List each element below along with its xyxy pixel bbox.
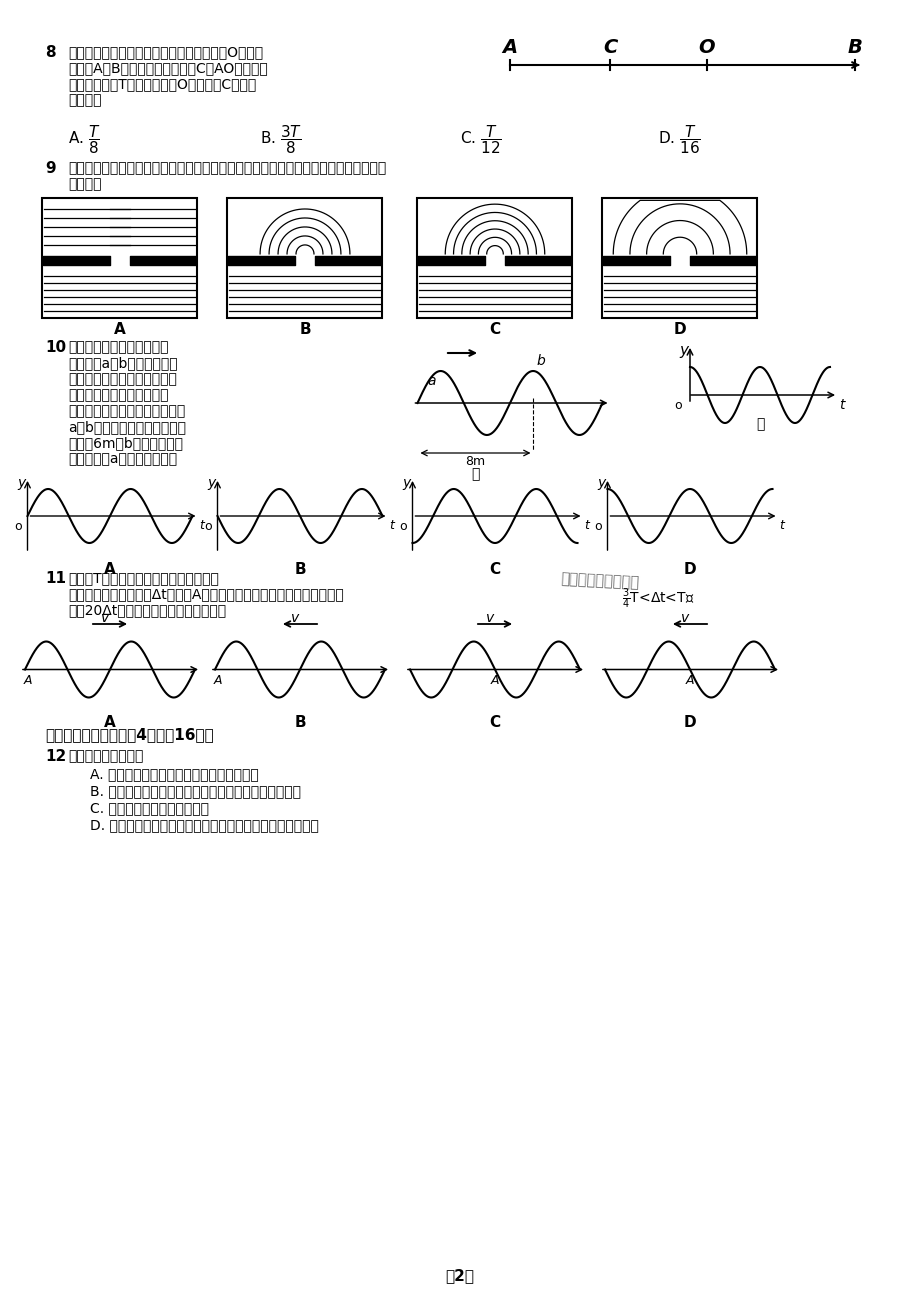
Text: 8: 8 xyxy=(45,46,55,60)
Text: v: v xyxy=(290,611,299,625)
Text: y: y xyxy=(17,477,26,490)
Text: 距离为6m，b点的振动图像: 距离为6m，b点的振动图像 xyxy=(68,436,183,450)
Text: v: v xyxy=(485,611,494,625)
Text: 位置，A、B是两端最大位移处，C为AO中点，已: 位置，A、B是两端最大位移处，C为AO中点，已 xyxy=(68,61,267,76)
Text: 9: 9 xyxy=(45,161,55,176)
Text: A. $\dfrac{T}{8}$: A. $\dfrac{T}{8}$ xyxy=(68,122,100,156)
Text: 下列说法中正确的是: 下列说法中正确的是 xyxy=(68,749,143,763)
Text: 8m: 8m xyxy=(465,454,485,467)
Bar xyxy=(227,198,382,318)
Text: A. 发生多普勒效应时，波源的频率保持不变: A. 发生多普勒效应时，波源的频率保持不变 xyxy=(90,767,258,781)
Text: C. $\dfrac{T}{12}$: C. $\dfrac{T}{12}$ xyxy=(460,122,501,156)
Text: 则在20Δt时刻，该机械波的波形可能为: 则在20Δt时刻，该机械波的波形可能为 xyxy=(68,603,226,617)
Text: B: B xyxy=(294,715,305,730)
Text: 第2页: 第2页 xyxy=(445,1268,474,1282)
Text: 知振动周期为T，则该振子从O点运动到C点的最: 知振动周期为T，则该振子从O点运动到C点的最 xyxy=(68,77,256,91)
Text: 乙: 乙 xyxy=(755,417,764,431)
Text: B: B xyxy=(846,38,861,57)
Text: y: y xyxy=(678,342,687,358)
Text: 二、多项选择题（每题4分，全16分）: 二、多项选择题（每题4分，全16分） xyxy=(45,727,213,742)
Text: 时刻拍照记录的波形如图甲: 时刻拍照记录的波形如图甲 xyxy=(68,388,168,402)
Text: o: o xyxy=(594,519,601,533)
Text: D. $\dfrac{T}{16}$: D. $\dfrac{T}{16}$ xyxy=(657,122,700,156)
Text: C: C xyxy=(489,715,500,730)
Text: 某时候开始作为计时: 某时候开始作为计时 xyxy=(560,572,639,590)
Bar xyxy=(417,198,572,318)
Text: y: y xyxy=(207,477,215,490)
Text: 如图所示，某振子在水平方向做简谐振动，O为平衡: 如图所示，某振子在水平方向做简谐振动，O为平衡 xyxy=(68,46,263,59)
Text: O: O xyxy=(698,38,714,57)
Text: y: y xyxy=(402,477,410,490)
Text: A: A xyxy=(685,674,693,687)
Text: 甲: 甲 xyxy=(471,467,479,480)
Text: 11: 11 xyxy=(45,572,66,586)
Text: C: C xyxy=(489,562,500,577)
Text: D: D xyxy=(673,322,686,337)
Text: A: A xyxy=(104,715,116,730)
Text: 绳子上由a向b传播的机械波: 绳子上由a向b传播的机械波 xyxy=(68,355,177,370)
Text: A: A xyxy=(24,674,32,687)
Text: 短时间为: 短时间为 xyxy=(68,92,101,107)
Text: 所示（图中数据为已知），其中: 所示（图中数据为已知），其中 xyxy=(68,404,185,418)
Text: B. $\dfrac{3T}{8}$: B. $\dfrac{3T}{8}$ xyxy=(260,122,301,156)
Text: B: B xyxy=(299,322,311,337)
Text: C: C xyxy=(602,38,617,57)
Text: o: o xyxy=(204,519,211,533)
Text: 周期为T的一列简谐横波水平方向传播，: 周期为T的一列简谐横波水平方向传播， xyxy=(68,572,219,585)
Text: t: t xyxy=(389,519,394,533)
Text: D: D xyxy=(683,715,696,730)
Text: o: o xyxy=(399,519,406,533)
Text: o: o xyxy=(14,519,21,533)
Text: v: v xyxy=(680,611,688,625)
Text: t: t xyxy=(199,519,204,533)
Text: 小明和小华利用照相机记录: 小明和小华利用照相机记录 xyxy=(68,340,168,354)
Text: o: o xyxy=(674,398,681,411)
Text: 的图像是: 的图像是 xyxy=(68,177,101,191)
Text: D: D xyxy=(683,562,696,577)
Text: D. 在障碍物后面的人可以听到别人说话的声音是多普勒现象: D. 在障碍物后面的人可以听到别人说话的声音是多普勒现象 xyxy=(90,818,319,832)
Text: B. 要发生多普勒效应，波源和观察者间必须有相对运动: B. 要发生多普勒效应，波源和观察者间必须有相对运动 xyxy=(90,784,301,798)
Bar xyxy=(42,198,198,318)
Bar xyxy=(602,198,756,318)
Text: B: B xyxy=(294,562,305,577)
Text: a: a xyxy=(426,374,436,388)
Text: C: C xyxy=(489,322,500,337)
Text: $\frac{3}{4}$T<Δt<T，: $\frac{3}{4}$T<Δt<T， xyxy=(621,587,694,612)
Text: A: A xyxy=(114,322,126,337)
Text: 并研究机械波的传播规律。某: 并研究机械波的传播规律。某 xyxy=(68,372,176,385)
Text: A: A xyxy=(490,674,498,687)
Text: A: A xyxy=(213,674,222,687)
Text: b: b xyxy=(536,354,545,368)
Text: A: A xyxy=(502,38,517,57)
Text: a、b两点平衡位置的横坐标的: a、b两点平衡位置的横坐标的 xyxy=(68,421,186,434)
Text: A: A xyxy=(104,562,116,577)
Text: 如图所示是水波遇到小孔后的图像，图中每两条实线间的距离表示一个波长，其中正确: 如图所示是水波遇到小孔后的图像，图中每两条实线间的距离表示一个波长，其中正确 xyxy=(68,161,386,174)
Text: 如图乙，则a点的振动图像为: 如图乙，则a点的振动图像为 xyxy=(68,452,177,466)
Text: v: v xyxy=(101,611,109,625)
Text: t: t xyxy=(778,519,784,533)
Text: t: t xyxy=(838,398,844,411)
Text: 的零时刻），经过时间Δt，质点A正处于平衡位置且正在向上振动，已知: 的零时刻），经过时间Δt，质点A正处于平衡位置且正在向上振动，已知 xyxy=(68,587,344,602)
Text: C. 只有声波会发生多普勒效应: C. 只有声波会发生多普勒效应 xyxy=(90,801,209,815)
Text: 12: 12 xyxy=(45,749,66,764)
Text: 10: 10 xyxy=(45,340,66,355)
Text: y: y xyxy=(596,477,605,490)
Text: t: t xyxy=(584,519,589,533)
